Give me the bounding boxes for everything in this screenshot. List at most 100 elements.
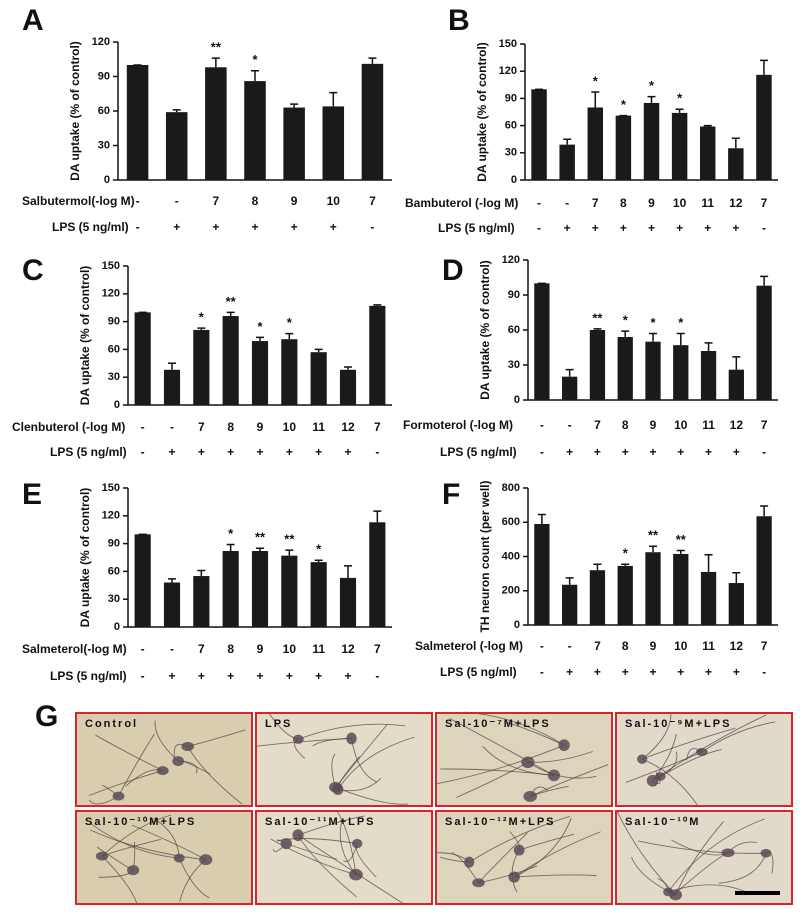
- error-bar: [704, 342, 713, 351]
- lps-label: -: [375, 445, 379, 459]
- error-bar: [760, 505, 769, 517]
- soma: [464, 856, 475, 868]
- y-tick-label: 30: [98, 139, 110, 151]
- lps-label: +: [564, 221, 571, 235]
- neurite: [631, 856, 676, 896]
- lps-label: +: [733, 445, 740, 459]
- dose-label: -: [136, 194, 140, 208]
- soma: [292, 829, 304, 842]
- dose-label: 7: [369, 194, 376, 208]
- y-tick-label: 90: [508, 289, 520, 301]
- micrograph-label: LPS: [265, 718, 292, 730]
- lps-row-label: LPS (5 ng/ml): [440, 445, 517, 459]
- dose-label: 11: [702, 418, 715, 432]
- soma: [127, 865, 140, 876]
- error-bar: [593, 328, 602, 330]
- dose-label: 7: [198, 642, 205, 656]
- y-tick-label: 90: [505, 92, 517, 104]
- significance: *: [228, 526, 234, 541]
- error-bar: [211, 57, 220, 68]
- micrograph: Control: [75, 712, 253, 807]
- neurite: [297, 834, 406, 905]
- micrograph-border: [75, 712, 253, 807]
- error-bar: [759, 59, 768, 75]
- bar: [369, 305, 386, 405]
- bar: [559, 144, 575, 180]
- y-tick-label: 0: [511, 174, 517, 186]
- micrograph-label: Sal-10⁻¹²M+LPS: [445, 816, 556, 828]
- bar: [126, 65, 149, 180]
- dose-label: -: [141, 420, 145, 434]
- error-bar: [591, 91, 600, 108]
- neurite: [641, 758, 699, 807]
- lps-row-label: LPS (5 ng/ml): [52, 220, 129, 234]
- error-bar: [168, 578, 176, 583]
- micrograph-border: [75, 810, 253, 905]
- bar: [251, 551, 269, 627]
- neurite: [187, 746, 243, 805]
- neurite: [101, 814, 172, 857]
- neurite: [101, 855, 138, 904]
- y-tick-label: 120: [502, 254, 520, 266]
- bar: [645, 552, 661, 625]
- lps-label: +: [732, 221, 739, 235]
- bar: [671, 112, 688, 180]
- lps-label: +: [594, 665, 601, 679]
- y-tick-label: 120: [499, 65, 517, 77]
- lps-label: -: [136, 220, 140, 234]
- lps-label: -: [141, 669, 145, 683]
- neurite: [675, 821, 725, 896]
- error-bar: [563, 138, 572, 145]
- error-bar: [290, 103, 299, 108]
- error-bar: [197, 327, 206, 330]
- bar: [339, 369, 357, 405]
- micrograph-border: [615, 810, 793, 905]
- error-bar: [373, 304, 382, 306]
- lps-label: +: [649, 445, 656, 459]
- dose-label: 10: [673, 196, 687, 210]
- neurite: [154, 720, 179, 762]
- y-tick-label: 150: [102, 482, 120, 494]
- error-bar: [621, 563, 630, 566]
- lps-label: +: [256, 445, 263, 459]
- lps-label: +: [198, 445, 205, 459]
- significance: *: [252, 52, 258, 67]
- lps-label: +: [212, 220, 219, 234]
- lps-label: +: [622, 445, 629, 459]
- bar: [700, 351, 717, 400]
- error-bar: [168, 362, 176, 370]
- error-bar: [565, 577, 574, 585]
- significance: **: [592, 310, 603, 325]
- y-tick-label: 90: [108, 538, 120, 550]
- dose-label: -: [170, 420, 174, 434]
- y-tick-label: 60: [505, 120, 517, 132]
- significance: *: [623, 313, 629, 328]
- dose-label: 7: [761, 639, 768, 653]
- neurite: [641, 714, 672, 760]
- lps-label: -: [141, 445, 145, 459]
- micrograph: Sal-10⁻¹⁰M+LPS: [75, 810, 253, 905]
- soma: [112, 791, 125, 801]
- micrograph-background: [435, 810, 613, 905]
- significance: *: [623, 546, 629, 561]
- dose-label: 7: [594, 418, 601, 432]
- y-axis-label: DA uptake (% of control): [78, 266, 92, 406]
- neurite: [527, 761, 597, 779]
- neurite: [617, 812, 676, 896]
- panel-letter: A: [22, 4, 44, 37]
- dose-label: -: [175, 194, 179, 208]
- micrograph-label: Sal-10⁻⁷M+LPS: [445, 718, 551, 730]
- bar: [531, 89, 547, 180]
- error-bar: [285, 332, 294, 340]
- y-tick-label: 0: [104, 174, 110, 186]
- neurite: [297, 815, 365, 836]
- lps-label: +: [168, 669, 175, 683]
- dose-label: 7: [761, 196, 768, 210]
- soma: [280, 838, 292, 850]
- lps-label: +: [622, 665, 629, 679]
- bar: [728, 583, 744, 625]
- panel-letter: C: [22, 254, 44, 287]
- soma: [181, 741, 195, 752]
- significance: *: [649, 78, 655, 93]
- neurite: [286, 843, 337, 860]
